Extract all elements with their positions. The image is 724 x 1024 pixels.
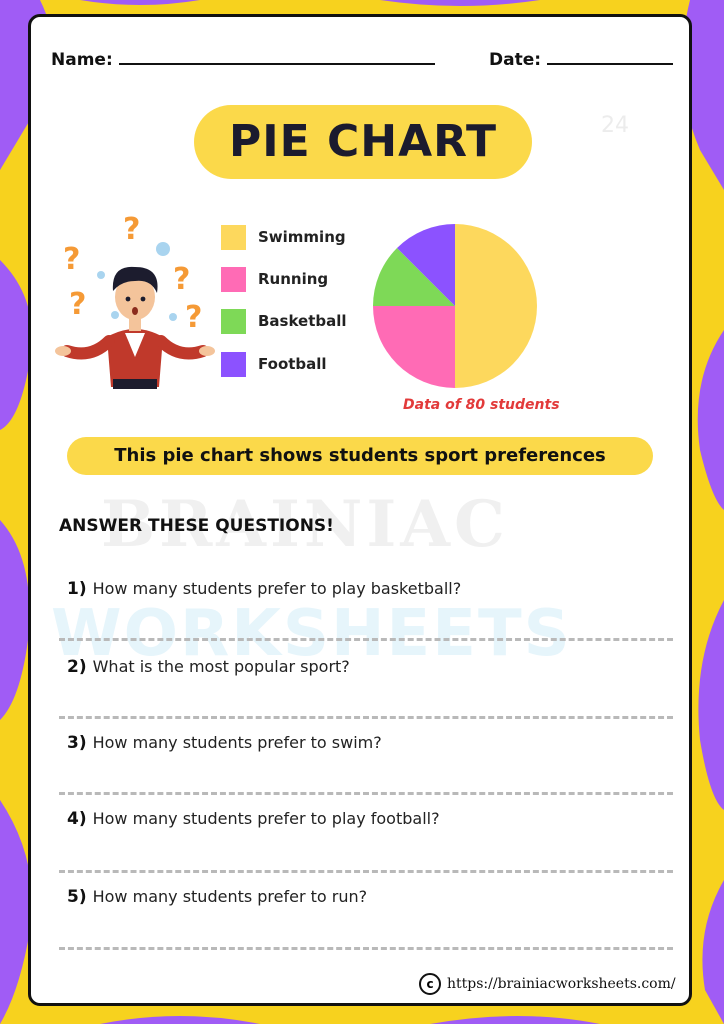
name-input-line[interactable]	[118, 47, 435, 65]
answer-line-5[interactable]	[59, 947, 673, 950]
answer-line-3[interactable]	[59, 792, 673, 795]
answer-line-4[interactable]	[59, 870, 673, 873]
legend-item-football: Football	[221, 351, 327, 377]
title-banner: PIE CHART	[194, 105, 532, 179]
date-label: Date:	[489, 50, 542, 70]
question-text: How many students prefer to play basketb…	[92, 579, 462, 598]
question-number: 1)	[67, 579, 87, 599]
legend-item-running: Running	[221, 266, 328, 292]
info-text: This pie chart shows students sport pref…	[114, 445, 606, 466]
question-text: What is the most popular sport?	[92, 657, 350, 676]
question-text: How many students prefer to swim?	[92, 733, 382, 752]
date-input-line[interactable]	[546, 47, 673, 65]
question-1: 1) How many students prefer to play baske…	[67, 579, 461, 599]
question-4: 4) How many students prefer to play footb…	[67, 809, 440, 829]
faint-number: 24	[601, 113, 629, 138]
question-text: How many students prefer to run?	[92, 887, 368, 906]
legend-swatch	[221, 266, 246, 292]
pie-slice-football	[397, 224, 455, 306]
svg-text:?: ?	[173, 262, 190, 297]
svg-text:?: ?	[63, 242, 80, 277]
name-field[interactable]: Name:	[51, 47, 435, 70]
pie-slice-running	[373, 306, 455, 388]
legend-label: Swimming	[258, 228, 346, 246]
name-label: Name:	[51, 50, 113, 70]
website-link[interactable]: https://brainiacworksheets.com/	[447, 976, 676, 992]
worksheet-card: BRAINIAC WORKSHEETS Name: Date: PIE CHAR…	[28, 14, 692, 1006]
question-5: 5) How many students prefer to run?	[67, 887, 367, 907]
answer-line-2[interactable]	[59, 716, 673, 719]
question-number: 3)	[67, 733, 87, 753]
questions-heading: ANSWER THESE QUESTIONS!	[59, 516, 334, 536]
svg-text:?: ?	[69, 287, 86, 322]
legend-label: Running	[258, 270, 329, 288]
legend-swatch	[221, 308, 246, 334]
watermark-brainiac: BRAINIAC	[101, 487, 509, 562]
watermark-worksheets: WORKSHEETS	[51, 597, 572, 671]
copyright-footer: c https://brainiacworksheets.com/	[419, 973, 676, 995]
legend-swatch	[221, 224, 246, 250]
confused-student-illustration: ? ? ? ? ?	[55, 212, 215, 389]
legend-label: Football	[258, 355, 327, 373]
copyright-icon: c	[419, 973, 441, 995]
date-field[interactable]: Date:	[489, 47, 673, 70]
question-number: 4)	[67, 809, 87, 829]
question-text: How many students prefer to play footbal…	[92, 809, 440, 828]
legend-item-basketball: Basketball	[221, 308, 347, 334]
question-2: 2) What is the most popular sport?	[67, 657, 350, 677]
pie-caption: Data of 80 students	[403, 397, 560, 413]
svg-text:?: ?	[123, 212, 140, 247]
question-3: 3) How many students prefer to swim?	[67, 733, 382, 753]
legend-swatch	[221, 351, 246, 377]
pie-slice-swimming	[455, 224, 537, 388]
pie-slice-basketball	[373, 248, 455, 306]
question-number: 2)	[67, 657, 87, 677]
answer-line-1[interactable]	[59, 638, 673, 641]
svg-text:?: ?	[185, 300, 202, 335]
legend-item-swimming: Swimming	[221, 224, 346, 250]
page-title: PIE CHART	[228, 116, 498, 167]
question-number: 5)	[67, 887, 87, 907]
info-banner: This pie chart shows students sport pref…	[67, 437, 653, 475]
legend-label: Basketball	[258, 312, 347, 330]
pie-chart	[373, 224, 537, 388]
